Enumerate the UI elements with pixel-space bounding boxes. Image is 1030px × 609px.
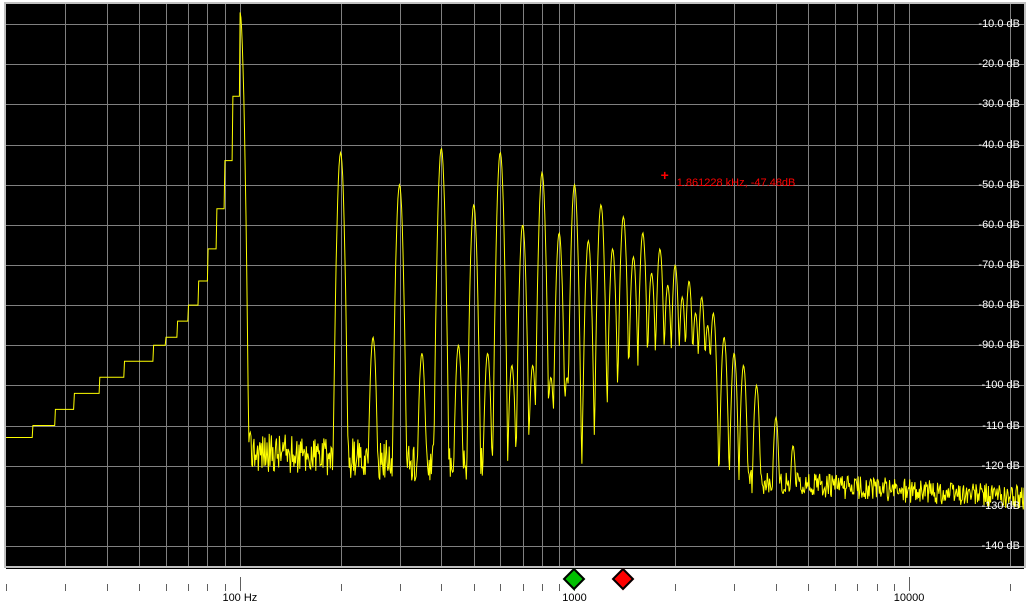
x-tick <box>894 584 895 591</box>
x-tick <box>500 584 501 591</box>
x-tick <box>675 584 676 591</box>
x-axis-label: 1000 <box>562 592 586 604</box>
x-axis-label: 10000 <box>894 592 925 604</box>
x-tick <box>835 584 836 591</box>
y-axis-label: -60.0 dB <box>978 219 1020 231</box>
plot-area[interactable]: + 1.861228 kHz, -47.48dB -10.0 dB -20.0 d… <box>6 4 1024 566</box>
y-axis-label: -10.0 dB <box>978 18 1020 30</box>
x-axis-label: 100 Hz <box>222 592 257 604</box>
y-axis-label: -40.0 dB <box>978 139 1020 151</box>
y-axis-label: -50.0 dB <box>978 179 1020 191</box>
x-tick <box>441 584 442 591</box>
y-axis-label: -120 dB <box>981 460 1020 472</box>
x-tick <box>166 584 167 591</box>
y-axis-label: -100 dB <box>981 379 1020 391</box>
marker-bar[interactable] <box>6 568 1024 591</box>
cursor-readout: 1.861228 kHz, -47.48dB <box>677 177 796 189</box>
y-axis-label: -20.0 dB <box>978 58 1020 70</box>
spectrum-trace <box>6 4 1024 566</box>
x-tick <box>65 584 66 591</box>
spectrum-line <box>6 12 1024 509</box>
y-axis-label: -70.0 dB <box>978 259 1020 271</box>
marker-diamond-icon[interactable] <box>563 568 586 591</box>
x-tick <box>225 584 226 591</box>
x-tick <box>6 584 7 591</box>
x-tick <box>559 584 560 591</box>
x-tick <box>207 584 208 591</box>
y-axis-label: -140 dB <box>981 540 1020 552</box>
cursor-crosshair-icon[interactable]: + <box>661 167 669 183</box>
y-axis-label: -130 dB <box>981 500 1020 512</box>
x-tick <box>523 584 524 591</box>
y-axis-label: -80.0 dB <box>978 299 1020 311</box>
x-tick <box>107 584 108 591</box>
x-tick <box>857 584 858 591</box>
x-tick <box>400 584 401 591</box>
x-tick <box>542 584 543 591</box>
x-tick <box>776 584 777 591</box>
x-tick <box>139 584 140 591</box>
marker-diamond-icon[interactable] <box>612 568 635 591</box>
x-tick <box>341 584 342 591</box>
y-axis-label: -30.0 dB <box>978 98 1020 110</box>
x-tick <box>808 584 809 591</box>
x-tick <box>877 584 878 591</box>
x-tick <box>734 584 735 591</box>
x-tick <box>474 584 475 591</box>
spectrum-chart: + 1.861228 kHz, -47.48dB -10.0 dB -20.0 d… <box>0 0 1030 609</box>
y-axis-label: -90.0 dB <box>978 339 1020 351</box>
x-tick <box>188 584 189 591</box>
x-tick <box>909 577 910 591</box>
y-axis-label: -110 dB <box>982 420 1020 432</box>
x-tick <box>240 577 241 591</box>
x-tick <box>1010 584 1011 591</box>
